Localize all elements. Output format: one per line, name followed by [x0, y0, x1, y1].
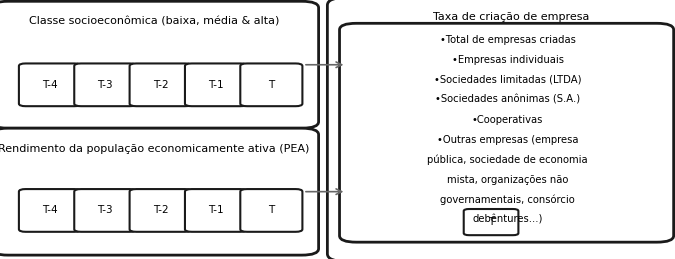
FancyBboxPatch shape [240, 189, 302, 232]
FancyBboxPatch shape [0, 1, 319, 128]
Text: T-4: T-4 [42, 205, 58, 215]
Text: •Empresas individuais: •Empresas individuais [452, 55, 564, 65]
FancyBboxPatch shape [74, 189, 136, 232]
Text: Rendimento da população economicamente ativa (PEA): Rendimento da população economicamente a… [0, 144, 310, 154]
Text: T-3: T-3 [97, 205, 113, 215]
Text: governamentais, consórcio: governamentais, consórcio [440, 195, 575, 205]
Text: •Total de empresas criadas: •Total de empresas criadas [439, 35, 576, 45]
Text: T: T [268, 80, 275, 90]
FancyBboxPatch shape [327, 0, 675, 259]
Text: mista, organizações não: mista, organizações não [447, 175, 568, 185]
FancyBboxPatch shape [240, 63, 302, 106]
Text: •Sociedades limitadas (LTDA): •Sociedades limitadas (LTDA) [434, 75, 581, 85]
Text: T-2: T-2 [153, 205, 169, 215]
FancyBboxPatch shape [74, 63, 136, 106]
FancyBboxPatch shape [0, 128, 319, 255]
FancyBboxPatch shape [185, 63, 247, 106]
FancyBboxPatch shape [19, 189, 81, 232]
FancyBboxPatch shape [464, 209, 518, 235]
FancyBboxPatch shape [130, 189, 192, 232]
Text: T-1: T-1 [208, 205, 224, 215]
Text: •Cooperativas: •Cooperativas [472, 115, 543, 125]
FancyBboxPatch shape [19, 63, 81, 106]
Text: T-1: T-1 [208, 80, 224, 90]
Text: •Sociedades anônimas (S.A.): •Sociedades anônimas (S.A.) [435, 95, 580, 105]
Text: pública, sociedade de economia: pública, sociedade de economia [427, 155, 588, 165]
Text: Taxa de criação de empresa: Taxa de criação de empresa [433, 12, 589, 22]
Text: debêntures...): debêntures...) [472, 214, 543, 225]
Text: T-4: T-4 [42, 80, 58, 90]
FancyBboxPatch shape [185, 189, 247, 232]
Text: Classe socioeconômica (baixa, média & alta): Classe socioeconômica (baixa, média & al… [29, 17, 279, 27]
Text: T: T [488, 217, 495, 227]
Text: T-3: T-3 [97, 80, 113, 90]
Text: •Outras empresas (empresa: •Outras empresas (empresa [437, 135, 578, 145]
Text: T: T [268, 205, 275, 215]
Text: T-2: T-2 [153, 80, 169, 90]
FancyBboxPatch shape [130, 63, 192, 106]
FancyBboxPatch shape [340, 23, 674, 242]
